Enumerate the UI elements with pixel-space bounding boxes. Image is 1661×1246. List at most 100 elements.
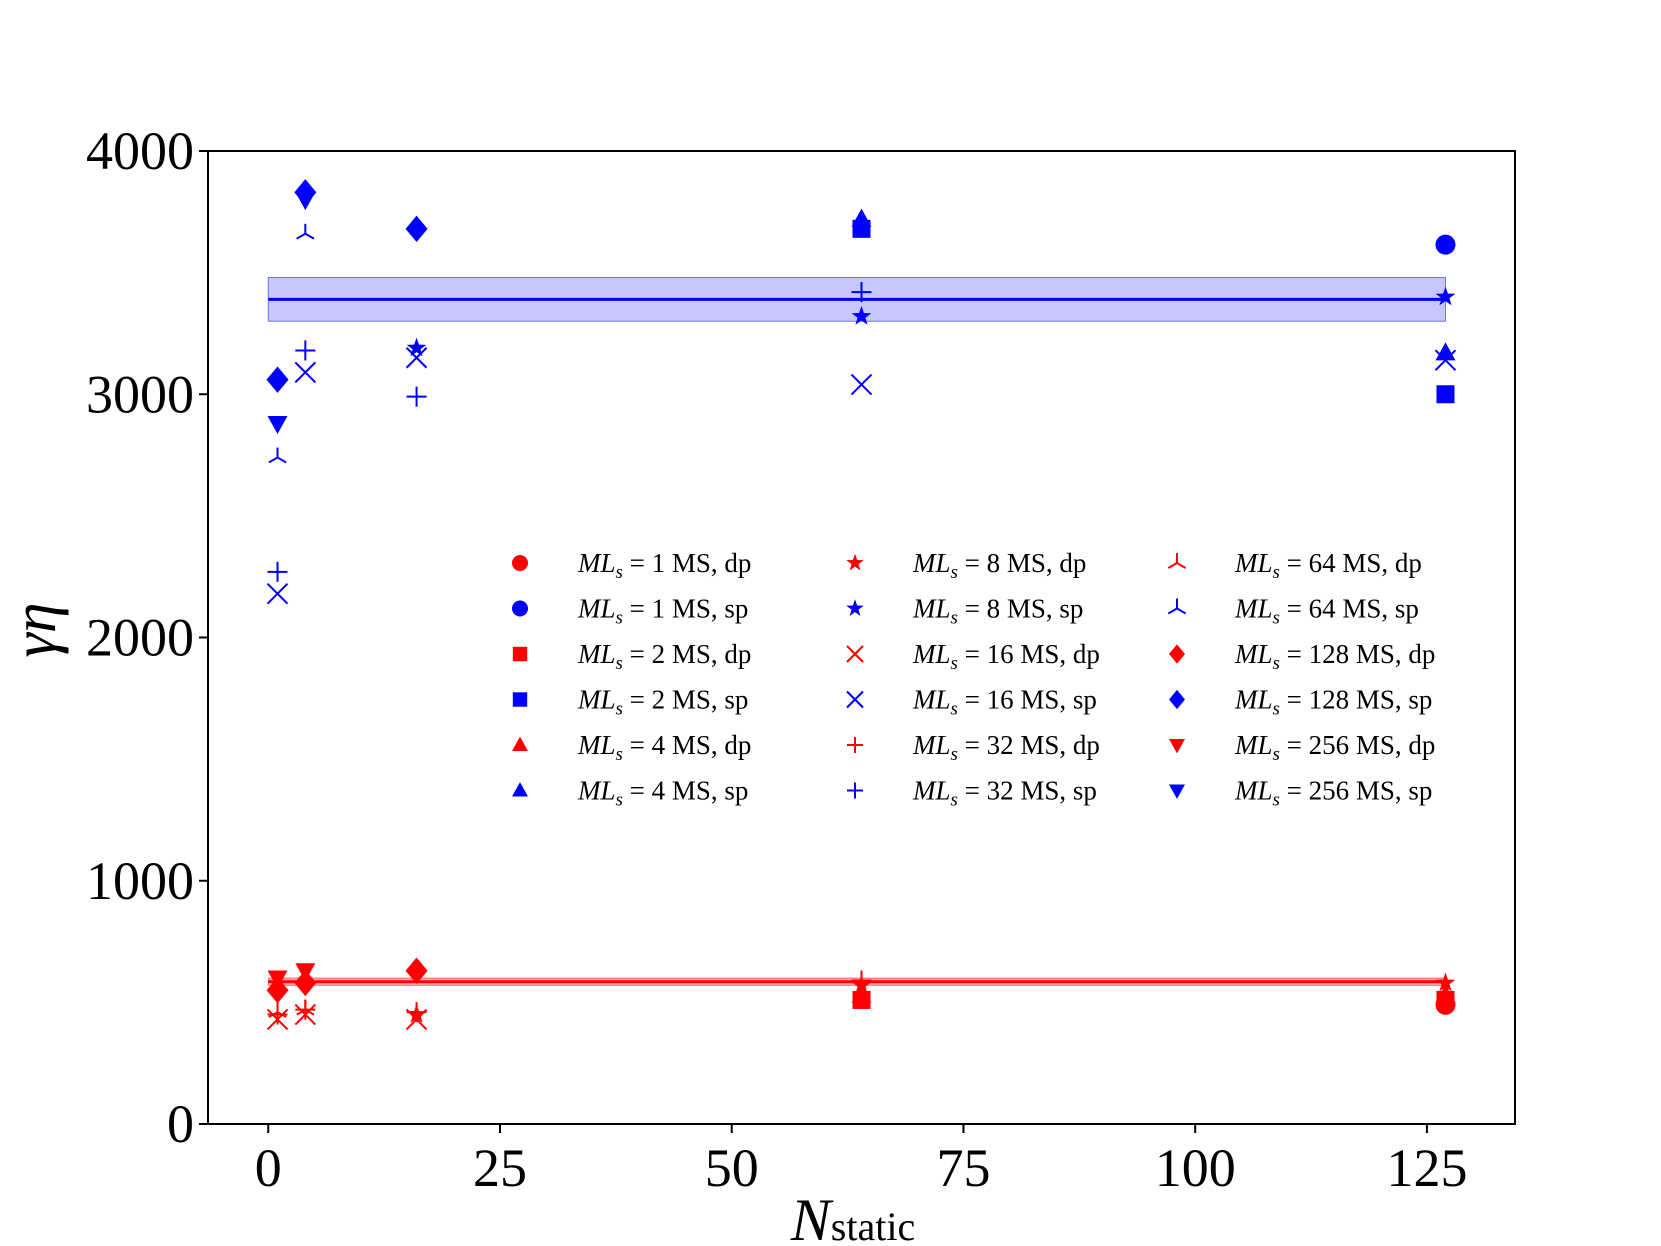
data-point [268, 1002, 287, 1018]
x-axis-label-sub: static [831, 1204, 915, 1246]
data-point [405, 215, 428, 243]
y-tick-label: 1000 [86, 851, 194, 911]
legend-label: MLs = 128 MS, sp [1234, 685, 1432, 720]
legend: MLs = 1 MS, dp MLs = 1 MS, sp MLs = 2 MS, … [512, 548, 1435, 811]
data-point [266, 366, 289, 393]
legend-label: MLs = 128 MS, dp [1234, 639, 1435, 674]
y-tick-label: 4000 [86, 121, 194, 181]
legend-marker [847, 782, 863, 799]
data-point [295, 340, 316, 361]
series-ml256-sp [267, 192, 316, 434]
legend-entry: MLs = 128 MS, dp [1169, 639, 1435, 674]
data-point [406, 386, 427, 407]
data-point [1436, 385, 1455, 404]
series-ml128-dp [266, 957, 428, 1004]
legend-label: MLs = 32 MS, sp [912, 776, 1097, 811]
x-tick-label: 0 [255, 1138, 282, 1198]
x-axis-label: Nstatic [790, 1187, 915, 1246]
legend-entry: MLs = 32 MS, sp [847, 776, 1097, 811]
legend-entry: MLs = 4 MS, sp [512, 776, 748, 811]
data-point [1435, 234, 1456, 255]
legend-marker [1167, 598, 1187, 615]
legend-entry: MLs = 8 MS, dp [846, 548, 1086, 583]
legend-label: MLs = 1 MS, sp [577, 594, 748, 629]
data-point [294, 969, 317, 997]
legend-label: MLs = 16 MS, sp [912, 685, 1097, 720]
legend-label: MLs = 4 MS, dp [577, 730, 751, 765]
legend-marker [847, 737, 863, 753]
series-ml2-dp [852, 990, 1455, 1009]
legend-label: MLs = 4 MS, sp [577, 776, 748, 811]
legend-marker [1169, 644, 1185, 664]
legend-label: MLs = 2 MS, sp [577, 685, 748, 720]
x-tick-label: 125 [1386, 1138, 1467, 1198]
legend-marker [1167, 553, 1187, 569]
series-ml64-sp [268, 223, 315, 464]
legend-label: MLs = 2 MS, dp [577, 639, 751, 674]
legend-label: MLs = 8 MS, sp [912, 594, 1083, 629]
data-point [267, 415, 288, 434]
legend-label: MLs = 1 MS, dp [577, 548, 751, 583]
data-point [850, 373, 873, 396]
x-axis-ticks: 0 25 50 75 100 125 [255, 1124, 1467, 1198]
data-point [267, 561, 288, 582]
legend-entry: MLs = 64 MS, dp [1167, 548, 1422, 583]
legend-label: MLs = 32 MS, dp [912, 730, 1100, 765]
legend-entry: MLs = 8 MS, sp [846, 594, 1083, 629]
legend-marker [1169, 784, 1185, 799]
data-point [1435, 972, 1456, 992]
legend-entry: MLs = 16 MS, dp [846, 639, 1100, 674]
legend-entry: MLs = 256 MS, sp [1169, 776, 1432, 811]
data-point [294, 361, 317, 384]
series-ml4-dp [851, 984, 1456, 1003]
data-point [266, 583, 289, 605]
legend-marker [512, 782, 528, 797]
legend-entry: MLs = 4 MS, dp [512, 730, 751, 765]
legend-entry: MLs = 1 MS, dp [512, 548, 751, 583]
data-point [851, 984, 872, 1003]
legend-entry: MLs = 128 MS, sp [1169, 685, 1432, 720]
data-points [266, 179, 1457, 1031]
data-point [295, 192, 316, 211]
legend-marker [846, 599, 864, 616]
series-ml32-sp [267, 282, 872, 582]
fit-lines [268, 297, 1446, 984]
legend-marker [512, 692, 528, 707]
y-tick-label: 2000 [86, 608, 194, 668]
data-point [1434, 349, 1457, 371]
series-ml16-dp [266, 1003, 428, 1031]
x-axis-label-main: N [790, 1187, 834, 1246]
legend-label: MLs = 8 MS, dp [912, 548, 1086, 583]
x-tick-label: 75 [936, 1138, 990, 1198]
data-point [267, 970, 288, 989]
legend-entry: MLs = 64 MS, sp [1167, 594, 1419, 629]
data-point [851, 282, 872, 303]
data-point [268, 447, 287, 464]
x-tick-label: 100 [1155, 1138, 1236, 1198]
legend-label: MLs = 16 MS, dp [912, 639, 1100, 674]
data-point [406, 1002, 427, 1023]
series-ml256-dp [267, 963, 316, 989]
legend-entry: MLs = 2 MS, dp [512, 639, 751, 674]
legend-entry: MLs = 16 MS, sp [846, 685, 1097, 720]
x-tick-label: 25 [473, 1138, 527, 1198]
data-point [405, 347, 428, 369]
series-ml1-sp [1435, 234, 1456, 255]
legend-marker [512, 646, 528, 662]
confidence-bands [267, 276, 1446, 986]
legend-label: MLs = 64 MS, dp [1234, 548, 1422, 583]
data-point [296, 223, 315, 240]
legend-entry: MLs = 1 MS, sp [512, 594, 748, 629]
legend-marker [1169, 689, 1185, 710]
y-axis-label: γη [1, 602, 69, 657]
series-ml64-dp [268, 999, 315, 1018]
legend-entry: MLs = 256 MS, dp [1169, 730, 1435, 765]
legend-marker [1169, 739, 1185, 754]
data-point [296, 999, 315, 1016]
legend-marker [846, 553, 864, 571]
legend-marker [512, 736, 528, 751]
legend-marker [512, 555, 528, 571]
data-point [266, 977, 289, 1004]
legend-marker [846, 690, 864, 709]
